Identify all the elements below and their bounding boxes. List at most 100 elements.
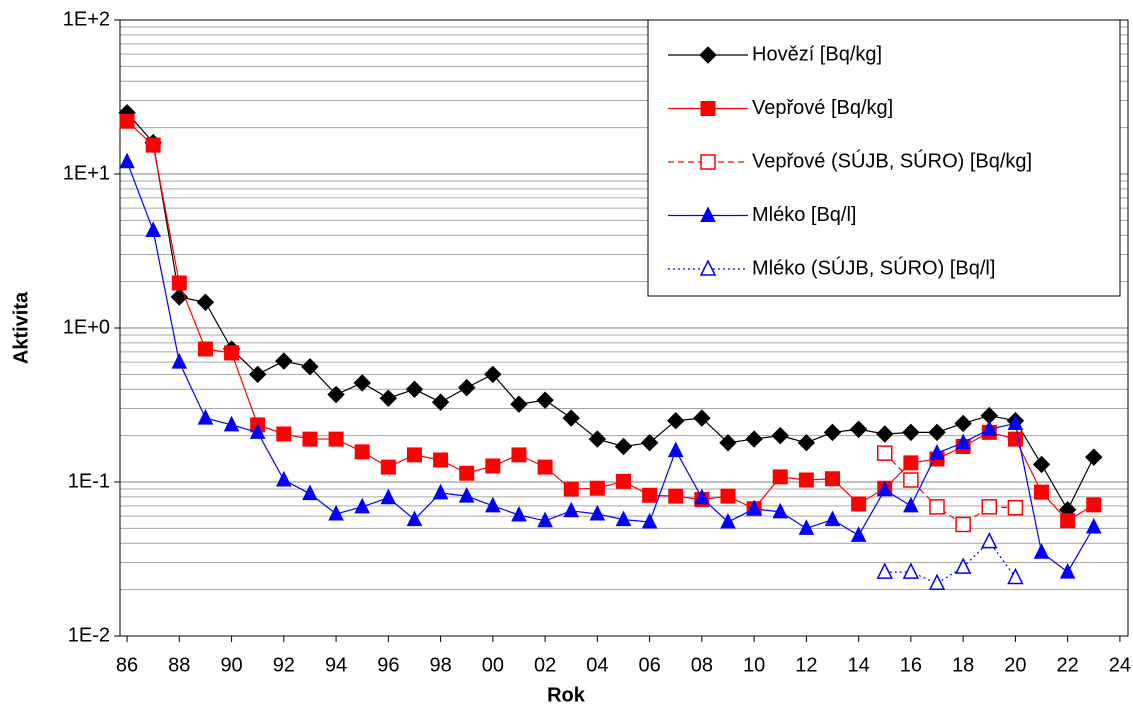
marker (699, 259, 717, 276)
legend-label: Vepřové [Bq/kg] (752, 97, 893, 119)
marker (642, 487, 658, 503)
marker (354, 497, 371, 514)
y-tick-label: 1E+1 (63, 162, 110, 184)
marker (406, 510, 423, 527)
marker (745, 430, 763, 448)
marker (667, 441, 684, 458)
marker (1059, 562, 1076, 579)
x-tick-label: 88 (168, 654, 190, 676)
marker (902, 562, 920, 579)
x-tick-label: 16 (900, 654, 922, 676)
marker (746, 499, 762, 516)
marker (197, 408, 214, 425)
marker (1033, 543, 1050, 559)
marker (928, 573, 946, 591)
marker (667, 412, 685, 430)
marker (119, 113, 135, 129)
marker (380, 488, 397, 505)
marker (537, 511, 553, 528)
marker (1007, 567, 1024, 585)
marker (981, 499, 998, 515)
x-tick-label: 04 (586, 654, 608, 676)
x-tick-label: 14 (848, 654, 870, 676)
marker (353, 374, 371, 392)
marker (171, 275, 187, 291)
marker (276, 470, 292, 487)
marker (876, 562, 893, 579)
marker (485, 458, 501, 474)
plot-frame (119, 19, 1129, 637)
marker (224, 345, 240, 361)
marker (380, 459, 396, 475)
x-tick-label: 98 (429, 654, 451, 676)
x-tick-label: 20 (1004, 654, 1026, 676)
marker (699, 46, 717, 64)
marker (668, 488, 684, 504)
marker (955, 433, 971, 450)
x-tick-label: 90 (220, 654, 242, 676)
marker (223, 415, 240, 432)
marker (851, 496, 867, 512)
marker (433, 452, 449, 468)
marker (536, 391, 554, 409)
marker (929, 444, 945, 460)
marker (196, 293, 215, 311)
marker (563, 501, 580, 518)
y-tick-label: 1E+0 (63, 316, 110, 338)
marker (981, 420, 998, 436)
x-tick-label: 24 (1109, 654, 1131, 676)
marker (903, 455, 919, 471)
marker (537, 459, 553, 475)
marker (248, 365, 267, 384)
marker (511, 447, 527, 463)
marker (458, 378, 476, 397)
x-tick-label: 00 (482, 654, 504, 676)
marker (615, 473, 631, 489)
marker (1034, 484, 1050, 500)
marker (379, 389, 398, 407)
legend-box (647, 19, 1121, 297)
marker (459, 465, 475, 481)
marker (876, 480, 893, 497)
x-tick-label: 96 (377, 654, 399, 676)
marker (563, 481, 579, 497)
marker (877, 445, 893, 461)
marker (1032, 455, 1051, 474)
marker (719, 433, 737, 452)
legend-label: Mléko (SÚJB, SÚRO) [Bq/l] (752, 256, 995, 279)
marker (824, 471, 840, 487)
marker (249, 423, 266, 439)
marker (700, 154, 716, 170)
marker (119, 152, 135, 169)
marker (431, 393, 450, 411)
marker (145, 137, 161, 153)
marker (327, 385, 345, 404)
marker (406, 447, 422, 463)
y-tick-label: 1E-1 (68, 470, 110, 492)
marker (693, 409, 711, 427)
marker (354, 444, 370, 460)
marker (511, 505, 527, 522)
x-tick-label: 94 (325, 654, 347, 676)
marker (849, 420, 868, 438)
marker (700, 101, 716, 116)
x-tick-label: 08 (691, 654, 713, 676)
marker (720, 512, 736, 529)
marker (700, 206, 716, 222)
x-tick-label: 12 (795, 654, 817, 676)
marker (1007, 431, 1023, 447)
marker (823, 423, 842, 442)
marker (1060, 513, 1076, 529)
marker (1086, 497, 1102, 513)
y-tick-label: 1E+2 (63, 8, 110, 30)
marker (458, 486, 475, 503)
marker (902, 423, 920, 442)
marker (328, 504, 344, 521)
legend-label: Hovězí [Bq/kg] (752, 43, 882, 65)
marker (145, 221, 161, 237)
marker (824, 510, 841, 527)
marker (772, 502, 789, 519)
x-tick-label: 18 (952, 654, 974, 676)
marker (275, 352, 293, 370)
marker (405, 380, 424, 398)
